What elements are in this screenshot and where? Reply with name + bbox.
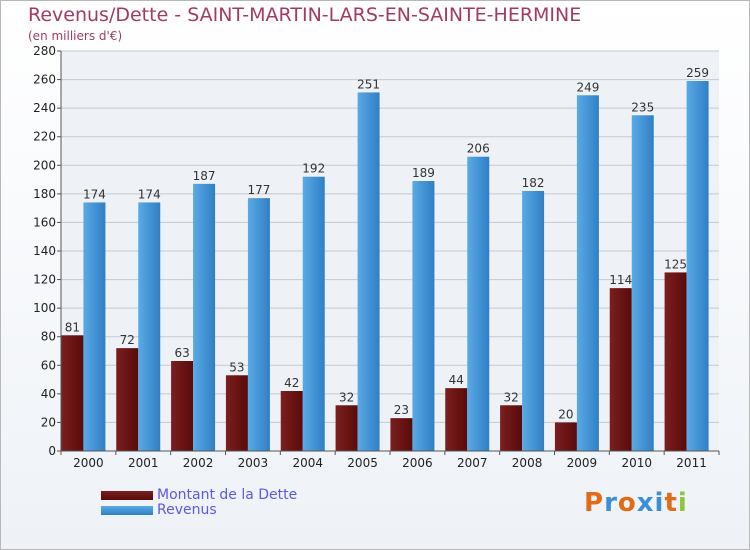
y-tick-label: 120 [33,273,56,287]
data-label-dette: 125 [664,257,687,271]
bar-dette [609,288,632,451]
data-label-revenus: 174 [138,187,161,201]
data-label-dette: 81 [65,320,80,334]
bar-dette [225,375,248,451]
bar-revenus [522,191,545,451]
chart-title: Revenus/Dette - SAINT-MARTIN-LARS-EN-SAI… [28,4,582,26]
x-tick-label: 2007 [457,456,488,470]
logo-letter: P [584,488,605,518]
y-tick-label: 0 [48,444,56,458]
grid [61,50,719,452]
legend-label-dette: Montant de la Dette [157,487,298,503]
data-label-dette: 20 [558,407,573,421]
bar-revenus [467,156,490,451]
bar-dette [280,391,303,451]
data-label-revenus: 249 [576,80,599,94]
data-label-revenus: 192 [302,162,325,176]
y-tick-label: 40 [41,387,56,401]
bar-revenus [247,198,270,451]
bar-dette [664,272,687,451]
y-tick-label: 260 [33,73,56,87]
legend-swatch-dette [101,490,153,500]
bar-revenus [357,92,380,451]
bar-revenus [138,202,161,451]
y-tick-label: 20 [41,415,56,429]
legend-swatch-revenus [101,505,153,515]
x-tick-label: 2002 [183,456,214,470]
x-tick-label: 2011 [676,456,707,470]
data-label-revenus: 251 [357,77,380,91]
data-label-revenus: 235 [631,100,654,114]
x-tick-label: 2010 [621,456,652,470]
data-label-dette: 53 [229,360,244,374]
x-tick-label: 2001 [128,456,159,470]
data-label-revenus: 206 [467,142,490,156]
bar-revenus [83,202,106,451]
x-tick-label: 2009 [567,456,598,470]
data-label-revenus: 182 [522,176,545,190]
x-tick-label: 2000 [73,456,104,470]
bar-dette [500,405,523,451]
logo-letter: o [617,488,637,518]
x-tick-label: 2003 [238,456,269,470]
bar-dette [171,361,194,451]
bar-dette [116,348,139,451]
y-tick-label: 140 [33,244,56,258]
y-tick-label: 240 [33,101,56,115]
y-tick-label: 280 [33,44,56,58]
bar-revenus [193,183,216,451]
bar-revenus [686,81,709,451]
logo-letter: i [677,488,688,518]
y-tick-label: 60 [41,358,56,372]
bar-dette [554,422,577,451]
logo-letter: i [654,488,665,518]
bar-dette [61,335,84,451]
logo-letter: x [636,488,655,518]
x-tick-label: 2004 [292,456,323,470]
y-tick-label: 160 [33,215,56,229]
bar-dette [335,405,358,451]
data-label-dette: 63 [174,346,189,360]
chart-subtitle: (en milliers d'€) [28,29,123,43]
logo-letter: t [664,488,678,518]
bar-dette [390,418,413,451]
legend-item-revenus: Revenus [101,502,217,518]
data-label-revenus: 174 [83,187,106,201]
data-label-dette: 44 [449,373,464,387]
data-label-revenus: 189 [412,166,435,180]
x-tick-label: 2008 [512,456,543,470]
bars [61,81,709,452]
x-tick-label: 2005 [347,456,378,470]
logo-letter: r [604,488,618,518]
bar-revenus [302,176,325,451]
data-label-revenus: 259 [686,66,709,80]
legend-label-revenus: Revenus [157,502,217,518]
bar-revenus [412,181,435,451]
bar-dette [445,388,468,451]
data-label-dette: 114 [609,273,632,287]
data-label-revenus: 187 [193,169,216,183]
data-label-dette: 23 [394,403,409,417]
y-tick-label: 80 [41,330,56,344]
axes: 0204060801001201401601802002202402602802… [33,44,720,470]
data-labels: 81 174 72 174 63 187 53 177 42 192 32 251 23 189 44 206… [65,66,709,421]
data-label-dette: 42 [284,376,299,390]
x-tick-label: 2006 [402,456,433,470]
y-tick-label: 220 [33,130,56,144]
data-label-dette: 72 [120,333,135,347]
y-tick-label: 200 [33,158,56,172]
proxiti-logo: Proxiti [584,488,688,518]
bar-revenus [631,115,654,452]
data-label-revenus: 177 [247,183,270,197]
legend-item-dette: Montant de la Dette [101,487,297,503]
data-label-dette: 32 [339,390,354,404]
bar-revenus [576,95,599,452]
data-label-dette: 32 [503,390,518,404]
y-tick-label: 180 [33,187,56,201]
y-tick-label: 100 [33,301,56,315]
